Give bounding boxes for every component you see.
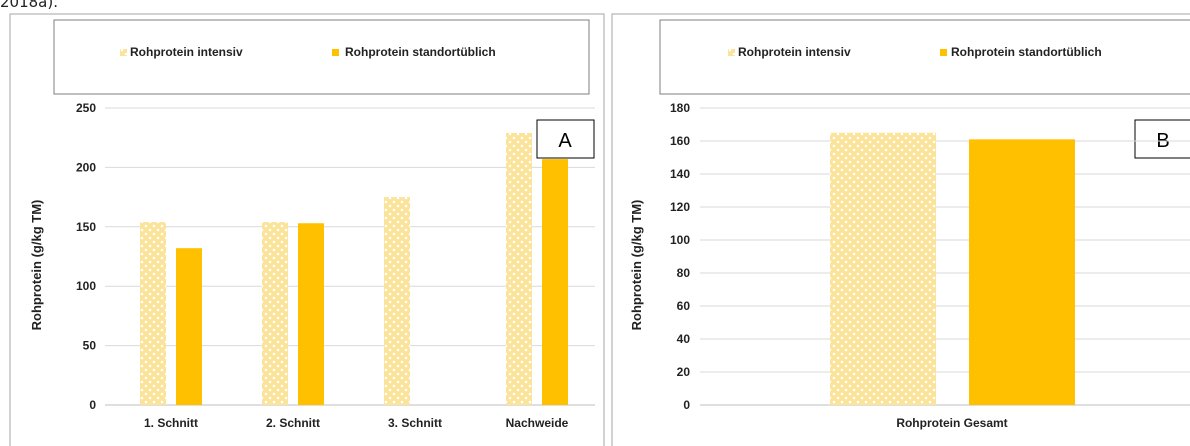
y-tick-label: 100 <box>76 279 96 293</box>
y-tick-label: 50 <box>83 339 97 353</box>
plot-area-b: 0 20 40 60 80 100 120 140 160 180 Rohprotein Gesam… <box>670 45 1190 430</box>
y-axis-label-a: Rohprotein (g/kg TM) <box>29 200 44 331</box>
x-category-label: 2. Schnitt <box>266 416 320 430</box>
x-category-label: Nachweide <box>506 416 569 430</box>
y-tick-label: 120 <box>670 200 690 214</box>
bar-standortueblich <box>542 159 568 405</box>
y-tick-label: 100 <box>670 233 690 247</box>
legend-label: Rohprotein intensiv <box>130 45 243 59</box>
x-category-label: 3. Schnitt <box>388 416 442 430</box>
y-tick-label: 250 <box>76 101 96 115</box>
legend-label: Rohprotein standortüblich <box>345 45 496 59</box>
plot-area-a: 0 50 100 150 200 250 1. Schnitt 2. Schnitt 3. Sc… <box>76 45 595 430</box>
y-tick-label: 60 <box>677 299 691 313</box>
x-category-label: 1. Schnitt <box>144 416 198 430</box>
bar-standortueblich <box>298 223 324 405</box>
bar-intensiv <box>830 132 936 405</box>
bar-intensiv <box>506 132 532 405</box>
panel-label-box-b <box>1134 119 1190 159</box>
bar-intensiv <box>140 222 166 405</box>
panel-b-frame <box>611 13 1190 446</box>
y-tick-label: 20 <box>677 365 691 379</box>
panel-label-box-a <box>536 119 595 159</box>
y-tick-label: 0 <box>89 398 96 412</box>
y-tick-label: 0 <box>683 398 690 412</box>
y-tick-label: 180 <box>670 101 690 115</box>
legend-label: Rohprotein intensiv <box>738 45 851 59</box>
panel-a-frame <box>9 13 605 446</box>
y-tick-label: 40 <box>677 332 691 346</box>
legend-label: Rohprotein standortüblich <box>951 45 1102 59</box>
y-tick-label: 200 <box>76 160 96 174</box>
y-tick-label: 80 <box>677 266 691 280</box>
legend-box-b <box>659 19 1190 95</box>
y-tick-label: 160 <box>670 134 690 148</box>
legend-swatch <box>120 49 127 56</box>
panel-label-a: A <box>558 130 572 152</box>
legend-swatch <box>728 49 735 56</box>
y-tick-label: 150 <box>76 220 96 234</box>
legend-box-a <box>53 19 590 95</box>
bar-intensiv <box>262 222 288 405</box>
legend-swatch <box>940 49 947 56</box>
y-tick-label: 140 <box>670 167 690 181</box>
bar-intensiv <box>384 197 410 405</box>
caption-fragment: 2018a). <box>0 0 58 11</box>
legend-swatch <box>332 49 339 56</box>
y-axis-label-b: Rohprotein (g/kg TM) <box>629 200 644 331</box>
bar-standortueblich <box>176 248 202 405</box>
bar-standortueblich <box>969 139 1075 405</box>
x-category-label: Rohprotein Gesamt <box>896 416 1007 430</box>
